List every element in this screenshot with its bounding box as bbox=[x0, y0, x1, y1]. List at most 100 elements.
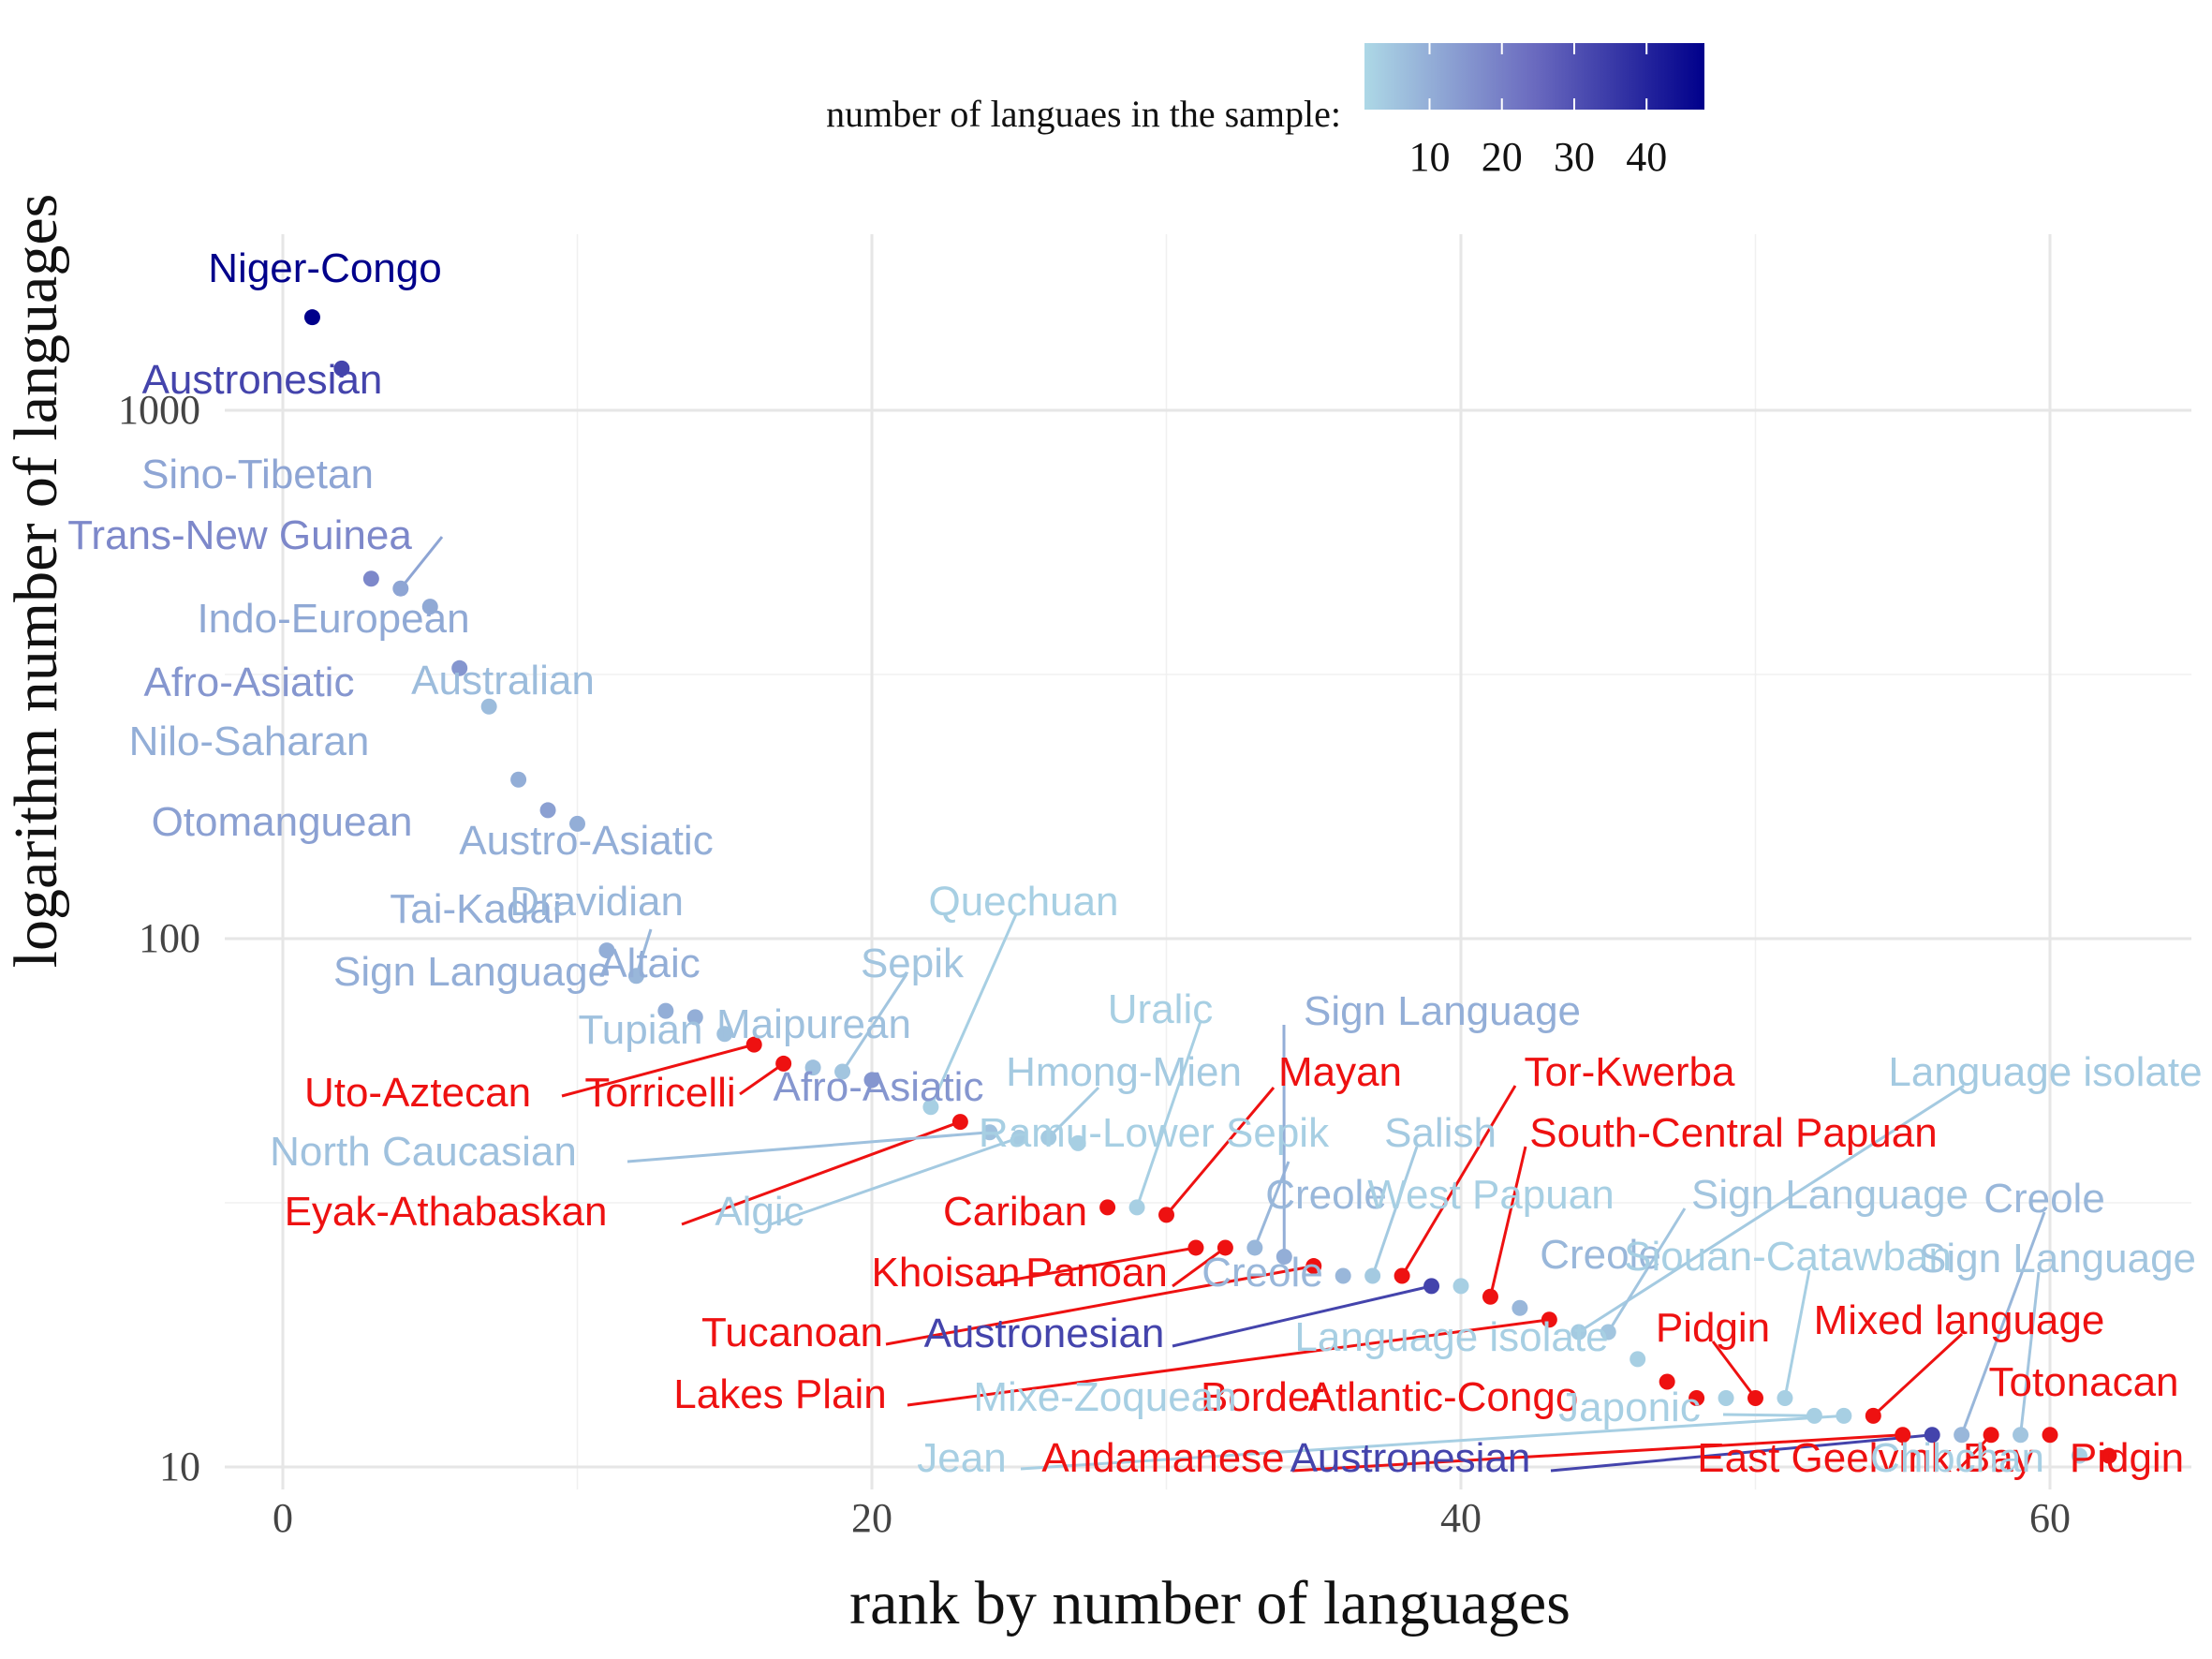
data-point bbox=[1600, 1324, 1616, 1341]
data-point bbox=[1305, 1258, 1322, 1275]
legend-title: number of languaes in the sample: bbox=[826, 93, 1341, 135]
point-label: Otomanguean bbox=[152, 799, 413, 845]
point-label: Altaic bbox=[599, 941, 700, 986]
data-point bbox=[1128, 1199, 1145, 1216]
data-point bbox=[1865, 1407, 1881, 1424]
legend-ticks: 10 20 30 40 bbox=[1409, 43, 1667, 180]
data-point bbox=[2013, 1427, 2029, 1444]
data-point bbox=[1954, 1427, 1970, 1444]
label-leader bbox=[1172, 1246, 1227, 1288]
y-tick-label: 100 bbox=[139, 915, 200, 961]
point-label: Cariban bbox=[943, 1189, 1087, 1235]
data-point bbox=[627, 968, 644, 985]
data-point bbox=[480, 698, 497, 715]
data-point bbox=[1482, 1288, 1498, 1305]
point-label: Ramu-Lower Sepik bbox=[979, 1110, 1330, 1156]
point-label: Nilo-Saharan bbox=[129, 718, 370, 764]
label-leader bbox=[1488, 1146, 1527, 1297]
data-point bbox=[1364, 1267, 1381, 1284]
label-leader bbox=[1783, 1269, 1811, 1399]
label-leader bbox=[1955, 1433, 1993, 1473]
data-point bbox=[569, 815, 585, 832]
data-point bbox=[421, 599, 438, 615]
data-point bbox=[951, 1114, 968, 1131]
point-label: Uralic bbox=[1108, 986, 1213, 1032]
data-point bbox=[745, 1036, 762, 1053]
point-label: Pidgin bbox=[2070, 1435, 2184, 1481]
label-leader bbox=[1371, 1146, 1419, 1277]
point-label: Afro-Asiatic bbox=[144, 659, 355, 705]
label-leader bbox=[1711, 1341, 1757, 1400]
label-leader bbox=[1960, 1211, 2046, 1436]
data-point bbox=[1659, 1373, 1675, 1390]
label-leader bbox=[1020, 1414, 1844, 1471]
grid-lines bbox=[225, 234, 2191, 1489]
point-label: Afro-Asiatic bbox=[774, 1064, 984, 1110]
x-tick-label: 40 bbox=[1440, 1495, 1482, 1541]
label-leader bbox=[634, 928, 653, 977]
point-label: Tai-Kadai bbox=[390, 886, 561, 932]
point-label: Tucanoan bbox=[701, 1310, 883, 1355]
point-label: Salish bbox=[1384, 1110, 1497, 1156]
label-leader bbox=[841, 973, 908, 1073]
data-point bbox=[1836, 1407, 1852, 1424]
point-label: Sign Language bbox=[1691, 1172, 1969, 1218]
point-label: Creole bbox=[1202, 1250, 1323, 1296]
label-leader bbox=[1172, 1284, 1432, 1348]
data-point bbox=[716, 1026, 733, 1043]
label-leader bbox=[399, 536, 444, 590]
legend-tick-label: 20 bbox=[1482, 134, 1523, 180]
label-leader bbox=[929, 913, 1018, 1108]
data-point bbox=[451, 659, 468, 676]
data-point bbox=[392, 580, 409, 597]
data-point bbox=[1541, 1311, 1557, 1328]
data-point bbox=[2101, 1447, 2117, 1464]
point-label: Pidgin bbox=[1656, 1305, 1770, 1351]
point-label: Australian bbox=[411, 658, 595, 704]
point-label: Maipurean bbox=[716, 1001, 911, 1047]
point-label: Algic bbox=[715, 1189, 804, 1235]
point-label: Creole bbox=[1540, 1232, 1661, 1278]
point-label: Torricelli bbox=[584, 1070, 735, 1116]
point-label: Indo-European bbox=[197, 596, 469, 642]
data-point bbox=[1069, 1134, 1086, 1151]
label-leader bbox=[1291, 1433, 1903, 1473]
x-tick-label: 20 bbox=[851, 1495, 892, 1541]
data-point bbox=[539, 802, 556, 819]
point-label: West Papuan bbox=[1367, 1172, 1614, 1218]
data-point bbox=[303, 309, 320, 326]
point-label: Hmong-Mien bbox=[1006, 1049, 1242, 1095]
label-leader bbox=[1577, 1084, 1965, 1334]
label-leader-lines bbox=[399, 536, 2046, 1473]
data-point bbox=[1394, 1267, 1410, 1284]
point-label: Atlantic-Congo bbox=[1308, 1374, 1579, 1420]
label-leader bbox=[1872, 1332, 1964, 1417]
point-label: Language isolate bbox=[1294, 1314, 1608, 1360]
point-label: Totonacan bbox=[1988, 1359, 2178, 1405]
label-leader bbox=[2019, 1271, 2041, 1435]
point-label: Khoisan bbox=[871, 1250, 1020, 1296]
legend-tick-label: 40 bbox=[1626, 134, 1667, 180]
data-point bbox=[1806, 1407, 1822, 1424]
data-point bbox=[834, 1063, 851, 1080]
data-point bbox=[1217, 1239, 1233, 1256]
point-label: Uto-Aztecan bbox=[304, 1070, 531, 1116]
y-tick-label: 10 bbox=[159, 1444, 200, 1489]
data-point bbox=[1187, 1239, 1204, 1256]
data-point bbox=[1983, 1427, 1999, 1444]
point-label: North Caucasian bbox=[270, 1129, 577, 1175]
point-label: Creole bbox=[1265, 1172, 1387, 1218]
point-label: Tor-Kwerba bbox=[1525, 1049, 1735, 1095]
data-point bbox=[1747, 1389, 1763, 1406]
point-label: Trans-New Guinea bbox=[67, 512, 412, 558]
point-label: Dravidian bbox=[509, 879, 684, 925]
point-label: Japonic bbox=[1558, 1385, 1701, 1430]
data-point bbox=[333, 360, 350, 377]
data-point bbox=[1895, 1427, 1911, 1444]
point-labels: Niger-Congo Austronesian Trans-New Guinea S… bbox=[67, 245, 2202, 1481]
data-point bbox=[1688, 1389, 1705, 1406]
data-point bbox=[1453, 1278, 1469, 1295]
label-leader bbox=[1047, 1086, 1100, 1139]
label-leader bbox=[1550, 1433, 1933, 1473]
